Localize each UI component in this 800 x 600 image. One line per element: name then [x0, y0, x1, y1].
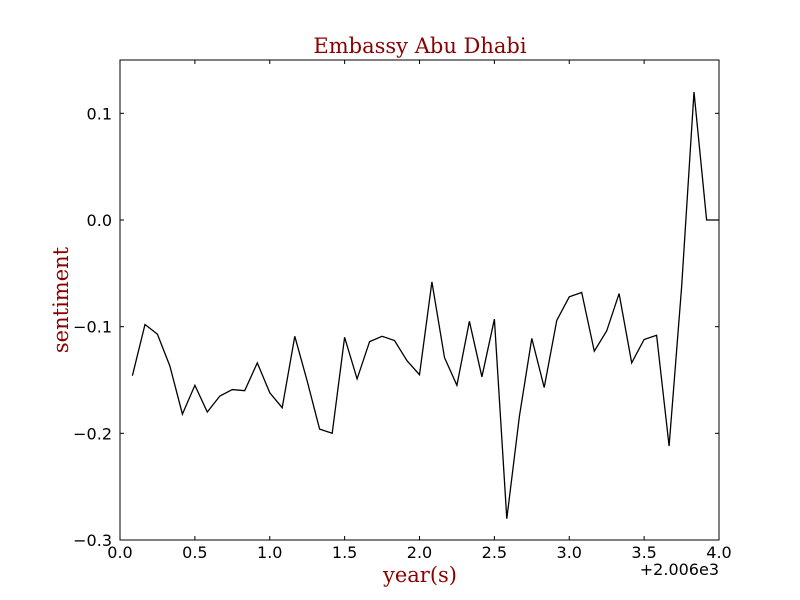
- y-tick-label: −0.3: [73, 531, 112, 550]
- y-tick-label: −0.2: [73, 424, 112, 443]
- chart-title: Embassy Abu Dhabi: [313, 34, 526, 58]
- series-line-0: [131, 91, 719, 519]
- plot-marks: [131, 91, 719, 519]
- y-tick-label: −0.1: [73, 318, 112, 337]
- axis-ticks: 0.0 0.5 1.0 1.5 2.0 2.5 3.0 3.5 4.0 −0.3 −0.2 −0.1 0…: [73, 60, 732, 562]
- x-tick-label: 2.5: [482, 543, 507, 562]
- x-tick-label: 1.5: [332, 543, 357, 562]
- x-tick-label: 2.0: [407, 543, 432, 562]
- x-axis-offset-label: +2.006e3: [640, 560, 719, 579]
- y-axis-label: sentiment: [49, 246, 73, 353]
- y-tick-label: 0.0: [87, 211, 112, 230]
- x-tick-label: 3.0: [557, 543, 582, 562]
- x-tick-label: 3.5: [631, 543, 656, 562]
- y-tick-label: 0.1: [87, 104, 112, 123]
- x-tick-label: 0.5: [182, 543, 207, 562]
- x-tick-label: 4.0: [706, 543, 731, 562]
- x-axis-label: year(s): [382, 563, 457, 587]
- x-tick-label: 0.0: [107, 543, 132, 562]
- x-tick-label: 1.0: [257, 543, 282, 562]
